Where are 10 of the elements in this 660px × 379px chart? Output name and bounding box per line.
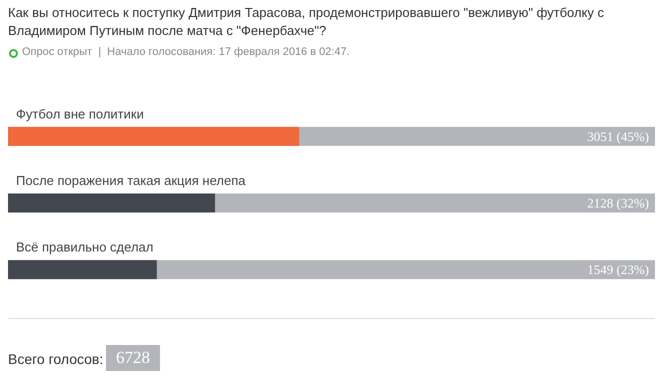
y-tick-label: После поражения такая акция нелепа — [16, 173, 246, 188]
data-label: 2128 (32%) — [587, 196, 649, 210]
chart-title: Как вы относитесь к поступку Дмитрия Тарасова, продемонстрировавшего "вежливую" футболку с Владимиром Путиным после матча с "Фенербахче"? — [8, 4, 606, 40]
text: 6728 — [106, 345, 160, 371]
text: Всего голосов: — [8, 351, 104, 367]
data-label: 3051 (45%) — [587, 128, 649, 144]
y-tick-label: Футбол вне политики — [16, 106, 144, 122]
data-label: 1549 (23%) — [587, 262, 649, 278]
y-tick-label: Всё правильно сделал — [16, 240, 154, 255]
chart-subtitle: Опрос открыт | Начало голосования: 17 февраля 2016 в 02:47. — [22, 46, 350, 58]
